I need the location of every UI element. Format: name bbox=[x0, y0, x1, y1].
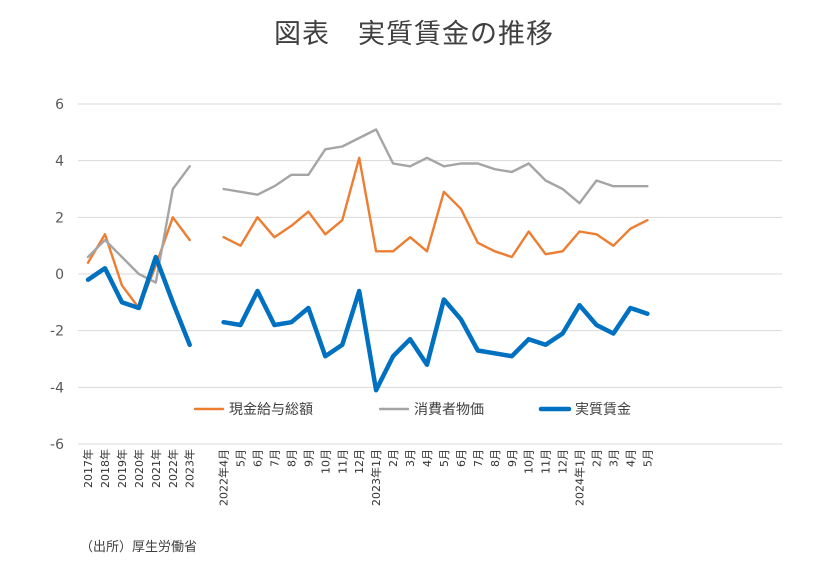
y-tick-label: -4 bbox=[50, 380, 64, 396]
x-tick-label: 5月 bbox=[235, 449, 248, 467]
x-tick-label: 2017年 bbox=[81, 449, 95, 488]
x-tick-label: 2022年 bbox=[166, 449, 180, 488]
series-line-3 bbox=[85, 254, 192, 348]
x-tick-label: 2月 bbox=[591, 449, 604, 467]
series-line-1 bbox=[222, 156, 649, 259]
x-tick-label: 8月 bbox=[489, 449, 502, 467]
x-tick-label: 6月 bbox=[455, 449, 468, 467]
x-tick-label: 2022年4月 bbox=[217, 449, 231, 506]
x-tick-label: 2020年 bbox=[132, 449, 146, 488]
legend-label: 現金給与総額 bbox=[229, 402, 313, 418]
x-tick-label: 9月 bbox=[302, 449, 315, 467]
x-tick-label: 9月 bbox=[506, 449, 519, 467]
x-tick-label: 7月 bbox=[472, 449, 485, 467]
series-line-1 bbox=[86, 216, 191, 310]
x-tick-label: 2019年 bbox=[115, 449, 129, 488]
y-tick-label: 6 bbox=[55, 97, 64, 113]
x-tick-label: 7月 bbox=[268, 449, 281, 467]
x-tick-label: 4月 bbox=[421, 449, 434, 467]
x-tick-label: 2023年1月 bbox=[369, 449, 383, 506]
x-tick-label: 8月 bbox=[285, 449, 298, 467]
x-tick-label: 10月 bbox=[523, 449, 536, 474]
y-tick-label: -6 bbox=[50, 437, 64, 453]
x-tick-label: 6月 bbox=[252, 449, 265, 467]
y-tick-label: 4 bbox=[55, 154, 64, 170]
legend-label: 実質賃金 bbox=[575, 402, 631, 418]
x-tick-label: 3月 bbox=[607, 449, 620, 467]
x-tick-label: 10月 bbox=[319, 449, 332, 474]
x-tick-label: 2018年 bbox=[98, 449, 112, 488]
series-line-3 bbox=[221, 288, 650, 393]
y-tick-label: -2 bbox=[50, 324, 64, 340]
series-line-2 bbox=[222, 128, 649, 205]
y-tick-label: 2 bbox=[55, 210, 64, 226]
x-tick-label: 5月 bbox=[438, 449, 451, 467]
chart-title: 図表 実質賃金の推移 bbox=[274, 19, 554, 50]
x-tick-label: 5月 bbox=[641, 449, 654, 467]
x-tick-label: 4月 bbox=[624, 449, 637, 467]
x-tick-label: 2024年1月 bbox=[573, 449, 587, 506]
x-tick-label: 11月 bbox=[540, 449, 553, 474]
series-line-2 bbox=[86, 165, 191, 284]
legend-label: 消費者物価 bbox=[414, 402, 484, 418]
x-tick-label: 3月 bbox=[404, 449, 417, 467]
x-tick-label: 11月 bbox=[336, 449, 349, 474]
source-note: （出所）厚生労働省 bbox=[80, 540, 198, 555]
x-tick-label: 2月 bbox=[387, 449, 400, 467]
x-tick-label: 2021年 bbox=[149, 449, 163, 488]
y-tick-label: 0 bbox=[55, 267, 64, 283]
x-tick-label: 2023年 bbox=[183, 449, 197, 488]
x-tick-label: 12月 bbox=[557, 449, 570, 474]
x-tick-label: 12月 bbox=[353, 449, 366, 474]
